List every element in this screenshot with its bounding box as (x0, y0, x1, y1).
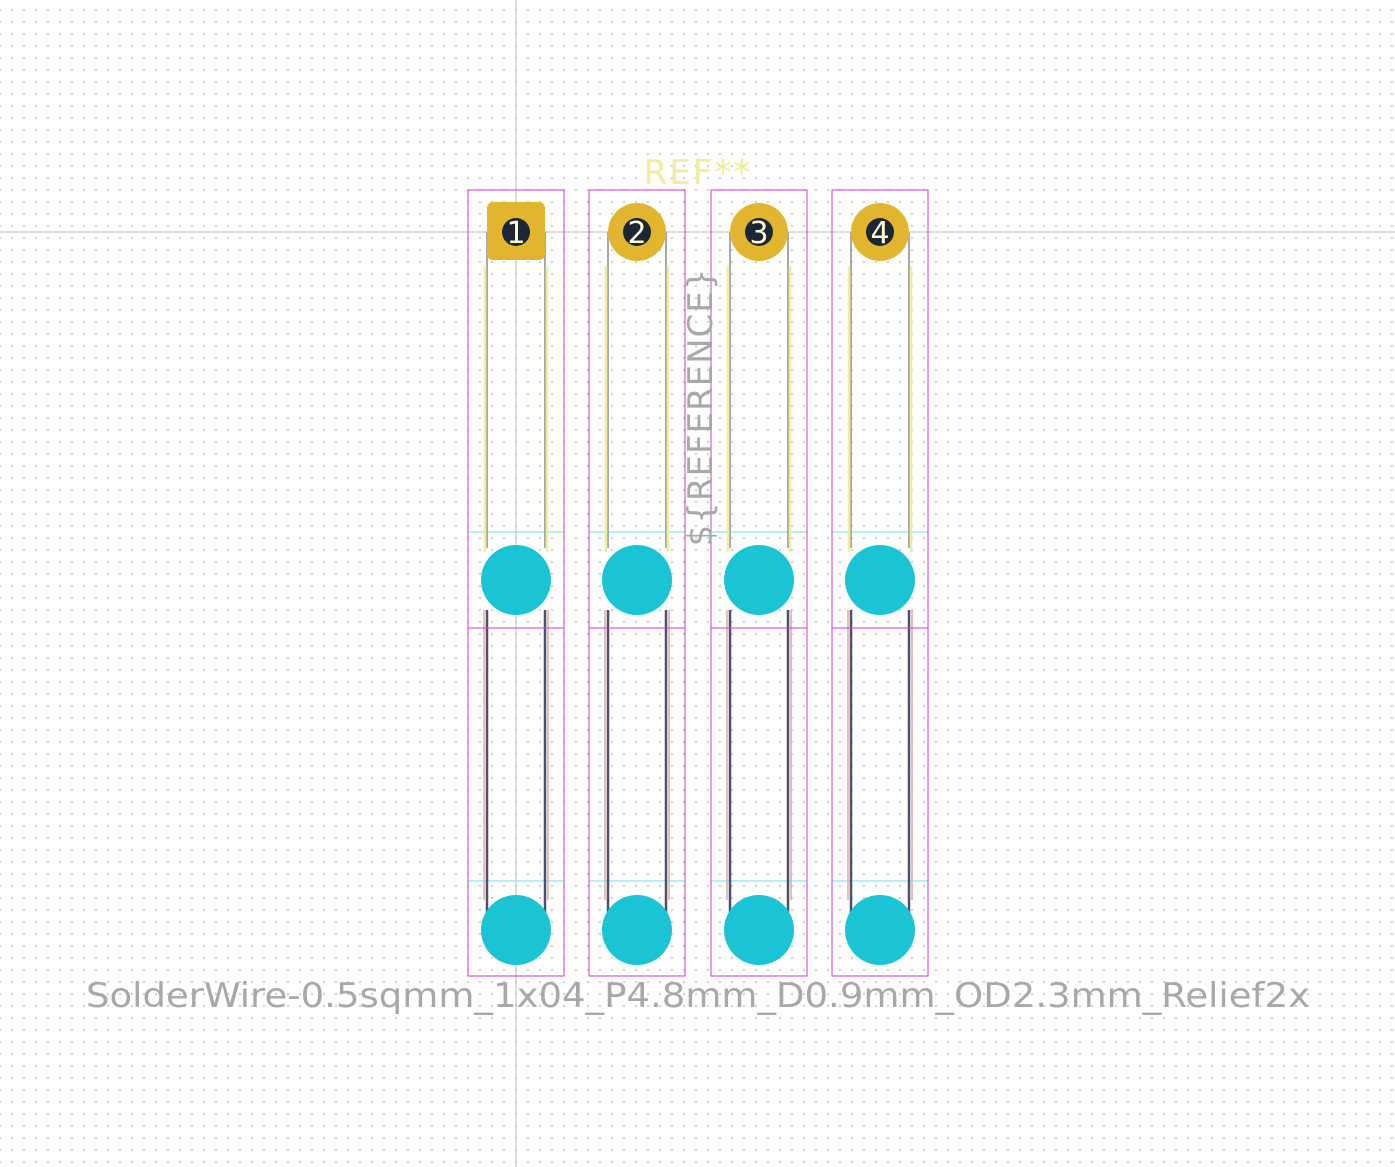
pad-hole (745, 218, 773, 246)
pad-column-4[interactable]: 4 (831, 189, 929, 977)
reference-designator[interactable]: REF** (644, 153, 753, 193)
pad-number: 1 (506, 216, 525, 251)
pad-number: 3 (749, 216, 768, 251)
relief-hole (481, 545, 551, 615)
pad-number: 2 (627, 216, 646, 251)
pad-hole (502, 218, 530, 246)
courtyard-outline (831, 189, 929, 977)
footprint-value[interactable]: SolderWire-0.5sqmm_1x04_P4.8mm_D0.9mm_OD… (86, 976, 1310, 1016)
pad-hole (623, 218, 651, 246)
relief-outline (710, 627, 808, 882)
pad-column-1[interactable]: 1 (467, 189, 565, 977)
pad-column-3[interactable]: 3 (710, 189, 808, 977)
courtyard-outline (467, 189, 565, 977)
courtyard-outline (710, 189, 808, 977)
courtyard-outline (588, 189, 686, 977)
relief-hole (845, 545, 915, 615)
relief-hole (481, 895, 551, 965)
fab-outline (850, 232, 910, 548)
fab-outline (486, 232, 546, 548)
pad-number: 4 (870, 216, 889, 251)
footprint-body: 1 2 3 4 (467, 189, 929, 977)
fab-outline (607, 232, 667, 548)
reference-field-text[interactable]: ${REFERENCE} (681, 268, 721, 547)
fab-outline (729, 232, 789, 548)
pad-column-2[interactable]: 2 (588, 189, 686, 977)
pad-hole (866, 218, 894, 246)
relief-outline (588, 627, 686, 882)
relief-hole (724, 895, 794, 965)
relief-hole (602, 545, 672, 615)
relief-hole (724, 545, 794, 615)
relief-outline (831, 627, 929, 882)
relief-hole (845, 895, 915, 965)
relief-hole (602, 895, 672, 965)
